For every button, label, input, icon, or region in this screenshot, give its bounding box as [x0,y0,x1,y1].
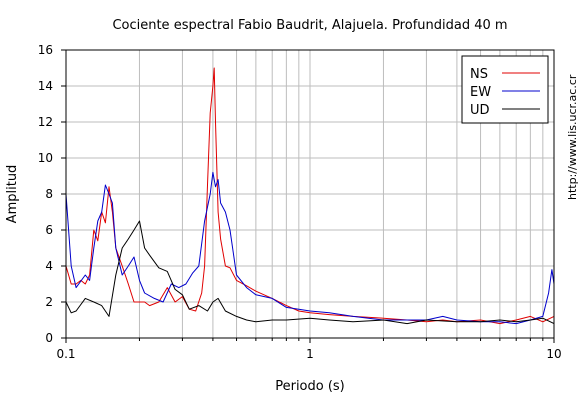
series-line-ew [66,171,554,325]
legend-label-ns: NS [470,67,488,82]
legend-label-ew: EW [470,85,491,100]
x-axis-label: Periodo (s) [275,379,345,394]
y-tick-label: 16 [38,43,53,57]
y-tick-label: 0 [45,331,53,345]
y-tick-label: 12 [38,115,53,129]
y-tick-label: 10 [38,151,53,165]
x-tick-label: 1 [306,347,314,361]
legend-label-ud: UD [470,103,490,118]
y-axis-label: Amplitud [5,165,20,224]
ticks: 0 2 4 6 8 10 12 14 16 0.1 1 10 [38,43,562,361]
side-credit-text: http://www.lis.ucr.ac.cr [566,74,579,200]
chart-title: Cociente espectral Fabio Baudrit, Alajue… [112,18,507,33]
y-tick-label: 8 [45,187,53,201]
series-layer [66,67,554,325]
y-tick-label: 4 [45,259,53,273]
y-tick-label: 14 [38,79,53,93]
series-line-ud [66,220,554,325]
x-tick-label: 0.1 [56,347,75,361]
legend: NS EW UD [461,55,549,124]
y-tick-label: 6 [45,223,53,237]
y-tick-label: 2 [45,295,53,309]
legend-box [461,55,549,124]
x-tick-label: 10 [546,347,561,361]
